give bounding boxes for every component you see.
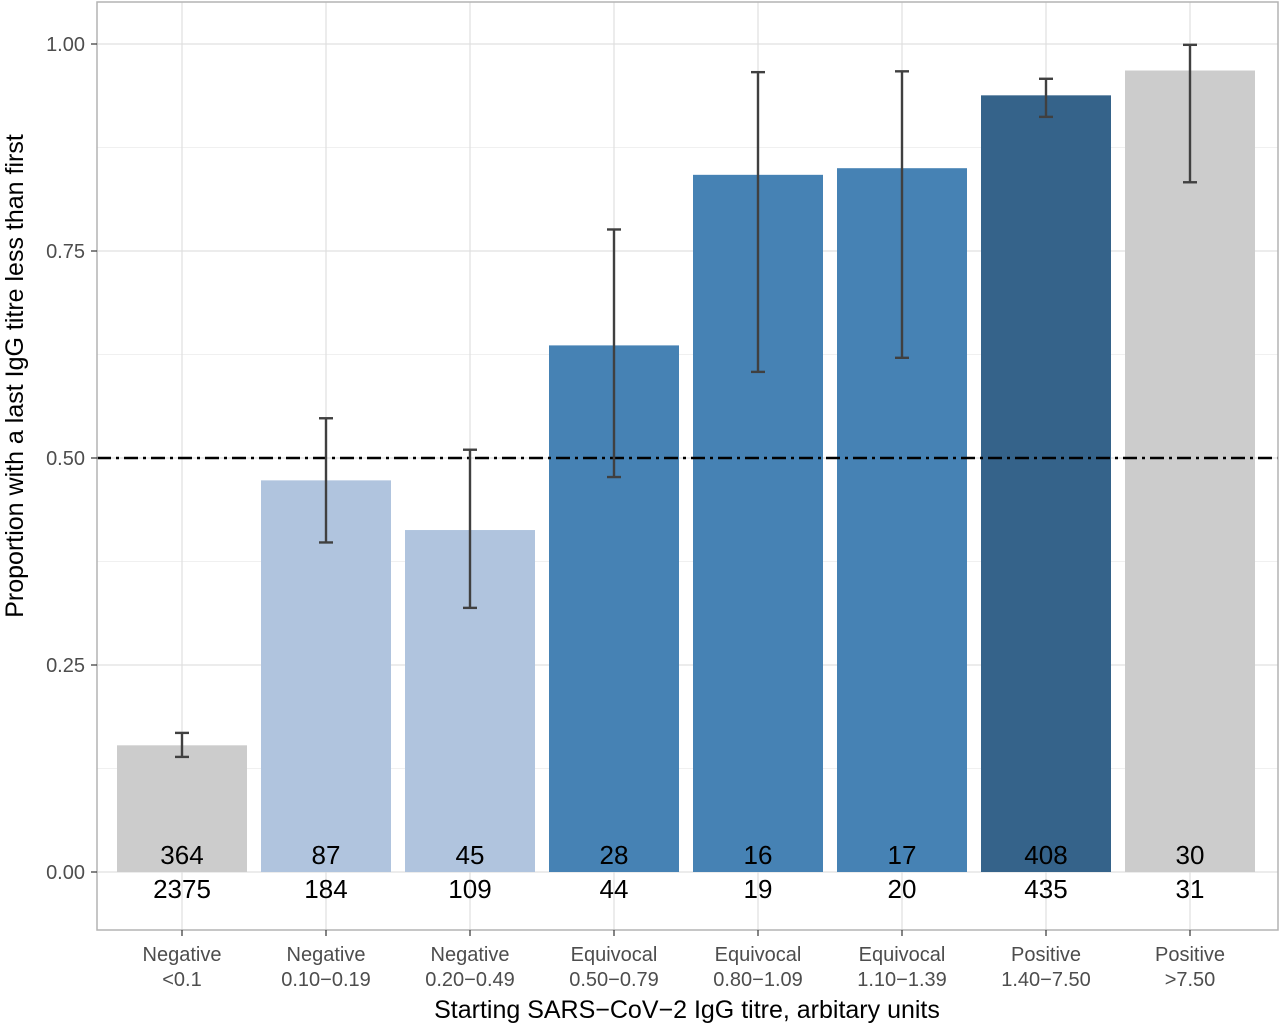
bar-denominator-label: 44 — [600, 874, 629, 904]
y-axis-title: Proportion with a last IgG titre less th… — [1, 134, 29, 618]
x-tick-label-line: Positive — [1011, 944, 1081, 966]
x-tick-label-line: Negative — [287, 944, 366, 966]
y-tick-label: 0.00 — [46, 862, 85, 884]
x-tick-label: Positive 1.40−7.50 — [1001, 944, 1091, 991]
x-tick-label-line: 1.10−1.39 — [857, 969, 947, 991]
bar-denominator-label: 31 — [1176, 874, 1205, 904]
bar — [261, 480, 391, 872]
y-tick-label: 0.75 — [46, 241, 85, 263]
x-tick-label-line: <0.1 — [162, 969, 201, 991]
x-tick-label: Negative 0.10−0.19 — [281, 944, 371, 991]
bar — [117, 745, 247, 872]
x-tick-label-line: Negative — [431, 944, 510, 966]
y-tick-label: 1.00 — [46, 34, 85, 56]
x-tick-label-line: 0.80−1.09 — [713, 969, 803, 991]
x-axis-title: Starting SARS−CoV−2 IgG titre, arbitary … — [434, 996, 940, 1024]
bar-denominator-label: 109 — [448, 874, 491, 904]
x-tick-label-line: Equivocal — [715, 944, 802, 966]
bar-numerator-label: 30 — [1176, 840, 1205, 870]
bar — [1125, 70, 1255, 873]
bar — [981, 95, 1111, 872]
bar-numerator-label: 16 — [744, 840, 773, 870]
bar-denominator-label: 184 — [304, 874, 347, 904]
bar-numerator-label: 17 — [888, 840, 917, 870]
x-tick-label: Equivocal 0.80−1.09 — [713, 944, 803, 991]
bar-numerator-label: 364 — [160, 840, 203, 870]
x-tick-label-line: >7.50 — [1165, 969, 1216, 991]
bar-numerator-label: 408 — [1024, 840, 1067, 870]
x-tick-label: Equivocal 0.50−0.79 — [569, 944, 659, 991]
bar-denominator-label: 435 — [1024, 874, 1067, 904]
x-tick-label: Negative 0.20−0.49 — [425, 944, 515, 991]
x-tick-label-line: 0.20−0.49 — [425, 969, 515, 991]
bar-denominator-label: 20 — [888, 874, 917, 904]
x-tick-label-line: Positive — [1155, 944, 1225, 966]
x-tick-label-line: Equivocal — [859, 944, 946, 966]
x-tick-label-line: Equivocal — [571, 944, 658, 966]
bar-numerator-label: 45 — [456, 840, 485, 870]
x-tick-label-line: 0.10−0.19 — [281, 969, 371, 991]
bar-numerator-label: 28 — [600, 840, 629, 870]
x-tick-label-line: 1.40−7.50 — [1001, 969, 1091, 991]
y-tick-label: 0.50 — [46, 448, 85, 470]
x-tick-label: Positive >7.50 — [1155, 944, 1225, 991]
x-tick-label-line: Negative — [143, 944, 222, 966]
bar-numerator-label: 87 — [312, 840, 341, 870]
x-tick-label-line: 0.50−0.79 — [569, 969, 659, 991]
plot-border — [96, 1, 1279, 931]
x-tick-label: Negative <0.1 — [143, 944, 222, 991]
x-tick-label: Equivocal 1.10−1.39 — [857, 944, 947, 991]
bar-denominator-label: 19 — [744, 874, 773, 904]
y-tick-label: 0.25 — [46, 655, 85, 677]
bar-denominator-label: 2375 — [153, 874, 211, 904]
